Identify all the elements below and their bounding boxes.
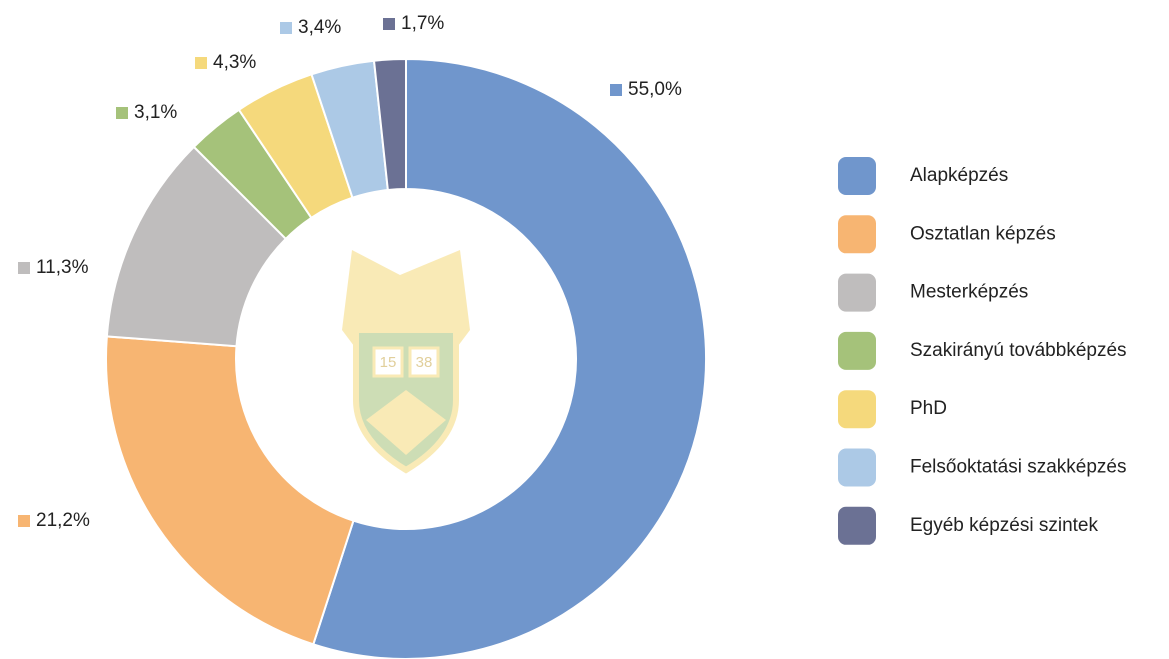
data-label: 11,3% bbox=[36, 257, 89, 278]
legend-label: Egyéb képzési szintek bbox=[910, 515, 1098, 536]
logo: 15 38 bbox=[342, 250, 470, 474]
logo-text: 38 bbox=[416, 354, 433, 371]
logo-box bbox=[372, 346, 404, 378]
legend-swatch bbox=[838, 390, 876, 429]
legend-swatch bbox=[838, 215, 876, 254]
data-label: 21,2% bbox=[36, 510, 90, 531]
data-label: 55,0% bbox=[628, 79, 682, 100]
legend-swatch bbox=[838, 273, 876, 312]
label-marker bbox=[18, 515, 30, 527]
label-marker bbox=[280, 22, 292, 34]
legend-swatch bbox=[838, 506, 876, 545]
label-marker bbox=[610, 84, 622, 96]
data-label: 1,7% bbox=[401, 13, 444, 34]
legend-label: Mesterképzés bbox=[910, 282, 1028, 303]
legend-label: Alapképzés bbox=[910, 165, 1008, 186]
donut-slice bbox=[105, 335, 355, 646]
slices bbox=[105, 57, 707, 659]
data-label: 3,1% bbox=[134, 102, 177, 123]
logo-chevron bbox=[366, 390, 446, 455]
logo-text: 15 bbox=[380, 354, 397, 371]
legend-label: Felsőoktatási szakképzés bbox=[910, 457, 1127, 478]
logo-box bbox=[408, 346, 440, 378]
data-label: 4,3% bbox=[213, 52, 256, 73]
label-marker bbox=[116, 107, 128, 119]
label-marker bbox=[383, 18, 395, 30]
legend-label: Szakirányú továbbképzés bbox=[910, 340, 1127, 361]
legend-label: PhD bbox=[910, 398, 947, 419]
legend-label: Osztatlan képzés bbox=[910, 223, 1056, 244]
label-marker bbox=[195, 57, 207, 69]
donut-slice bbox=[372, 57, 407, 192]
legend-swatch bbox=[838, 331, 876, 370]
label-marker bbox=[18, 262, 30, 274]
data-label: 3,4% bbox=[298, 17, 341, 38]
legend-swatch bbox=[838, 157, 876, 195]
legend-swatch bbox=[838, 448, 876, 487]
